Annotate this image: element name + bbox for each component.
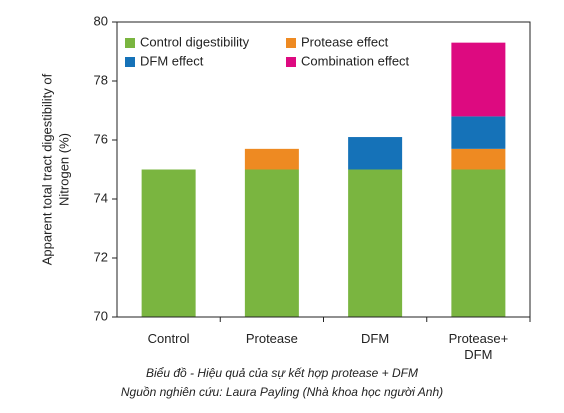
- legend-label: DFM effect: [140, 53, 204, 68]
- bar-segment: [451, 42, 506, 117]
- y-axis-label: Nitrogen (%): [56, 133, 71, 206]
- legend-swatch: [125, 38, 135, 48]
- caption: Biểu đồ - Hiệu quả của sự kết hợp protea…: [146, 366, 418, 380]
- bar-segment: [348, 169, 403, 317]
- legend-swatch: [286, 57, 296, 67]
- bar-segment: [141, 169, 196, 317]
- y-tick-label: 80: [94, 13, 108, 28]
- x-tick-label: Control: [147, 331, 190, 346]
- x-tick-label: Protease: [245, 331, 298, 346]
- bar-segment: [348, 137, 403, 170]
- bar-segment: [451, 116, 506, 149]
- plot-frame: [116, 21, 531, 318]
- bar-segment: [451, 169, 506, 317]
- bar-segment: [244, 169, 299, 317]
- legend-swatch: [286, 38, 296, 48]
- legend-swatch: [125, 57, 135, 67]
- legend-label: Protease effect: [301, 34, 389, 49]
- x-tick-label: DFM: [361, 331, 390, 346]
- y-axis-label: Apparent total tract digestibility of: [39, 73, 54, 265]
- bar-segment: [451, 148, 506, 170]
- y-tick-label: 74: [94, 190, 108, 205]
- y-tick-label: 76: [94, 131, 108, 146]
- bar-segment: [244, 148, 299, 170]
- x-tick-label: Protease+ DFM: [448, 331, 509, 362]
- y-tick-label: 78: [94, 72, 108, 87]
- legend-label: Combination effect: [301, 53, 410, 68]
- y-tick-label: 72: [94, 249, 108, 264]
- caption: Nguồn nghiên cứu: Laura Payling (Nhà kho…: [120, 385, 444, 399]
- legend-label: Control digestibility: [140, 34, 250, 49]
- y-tick-label: 70: [94, 308, 108, 323]
